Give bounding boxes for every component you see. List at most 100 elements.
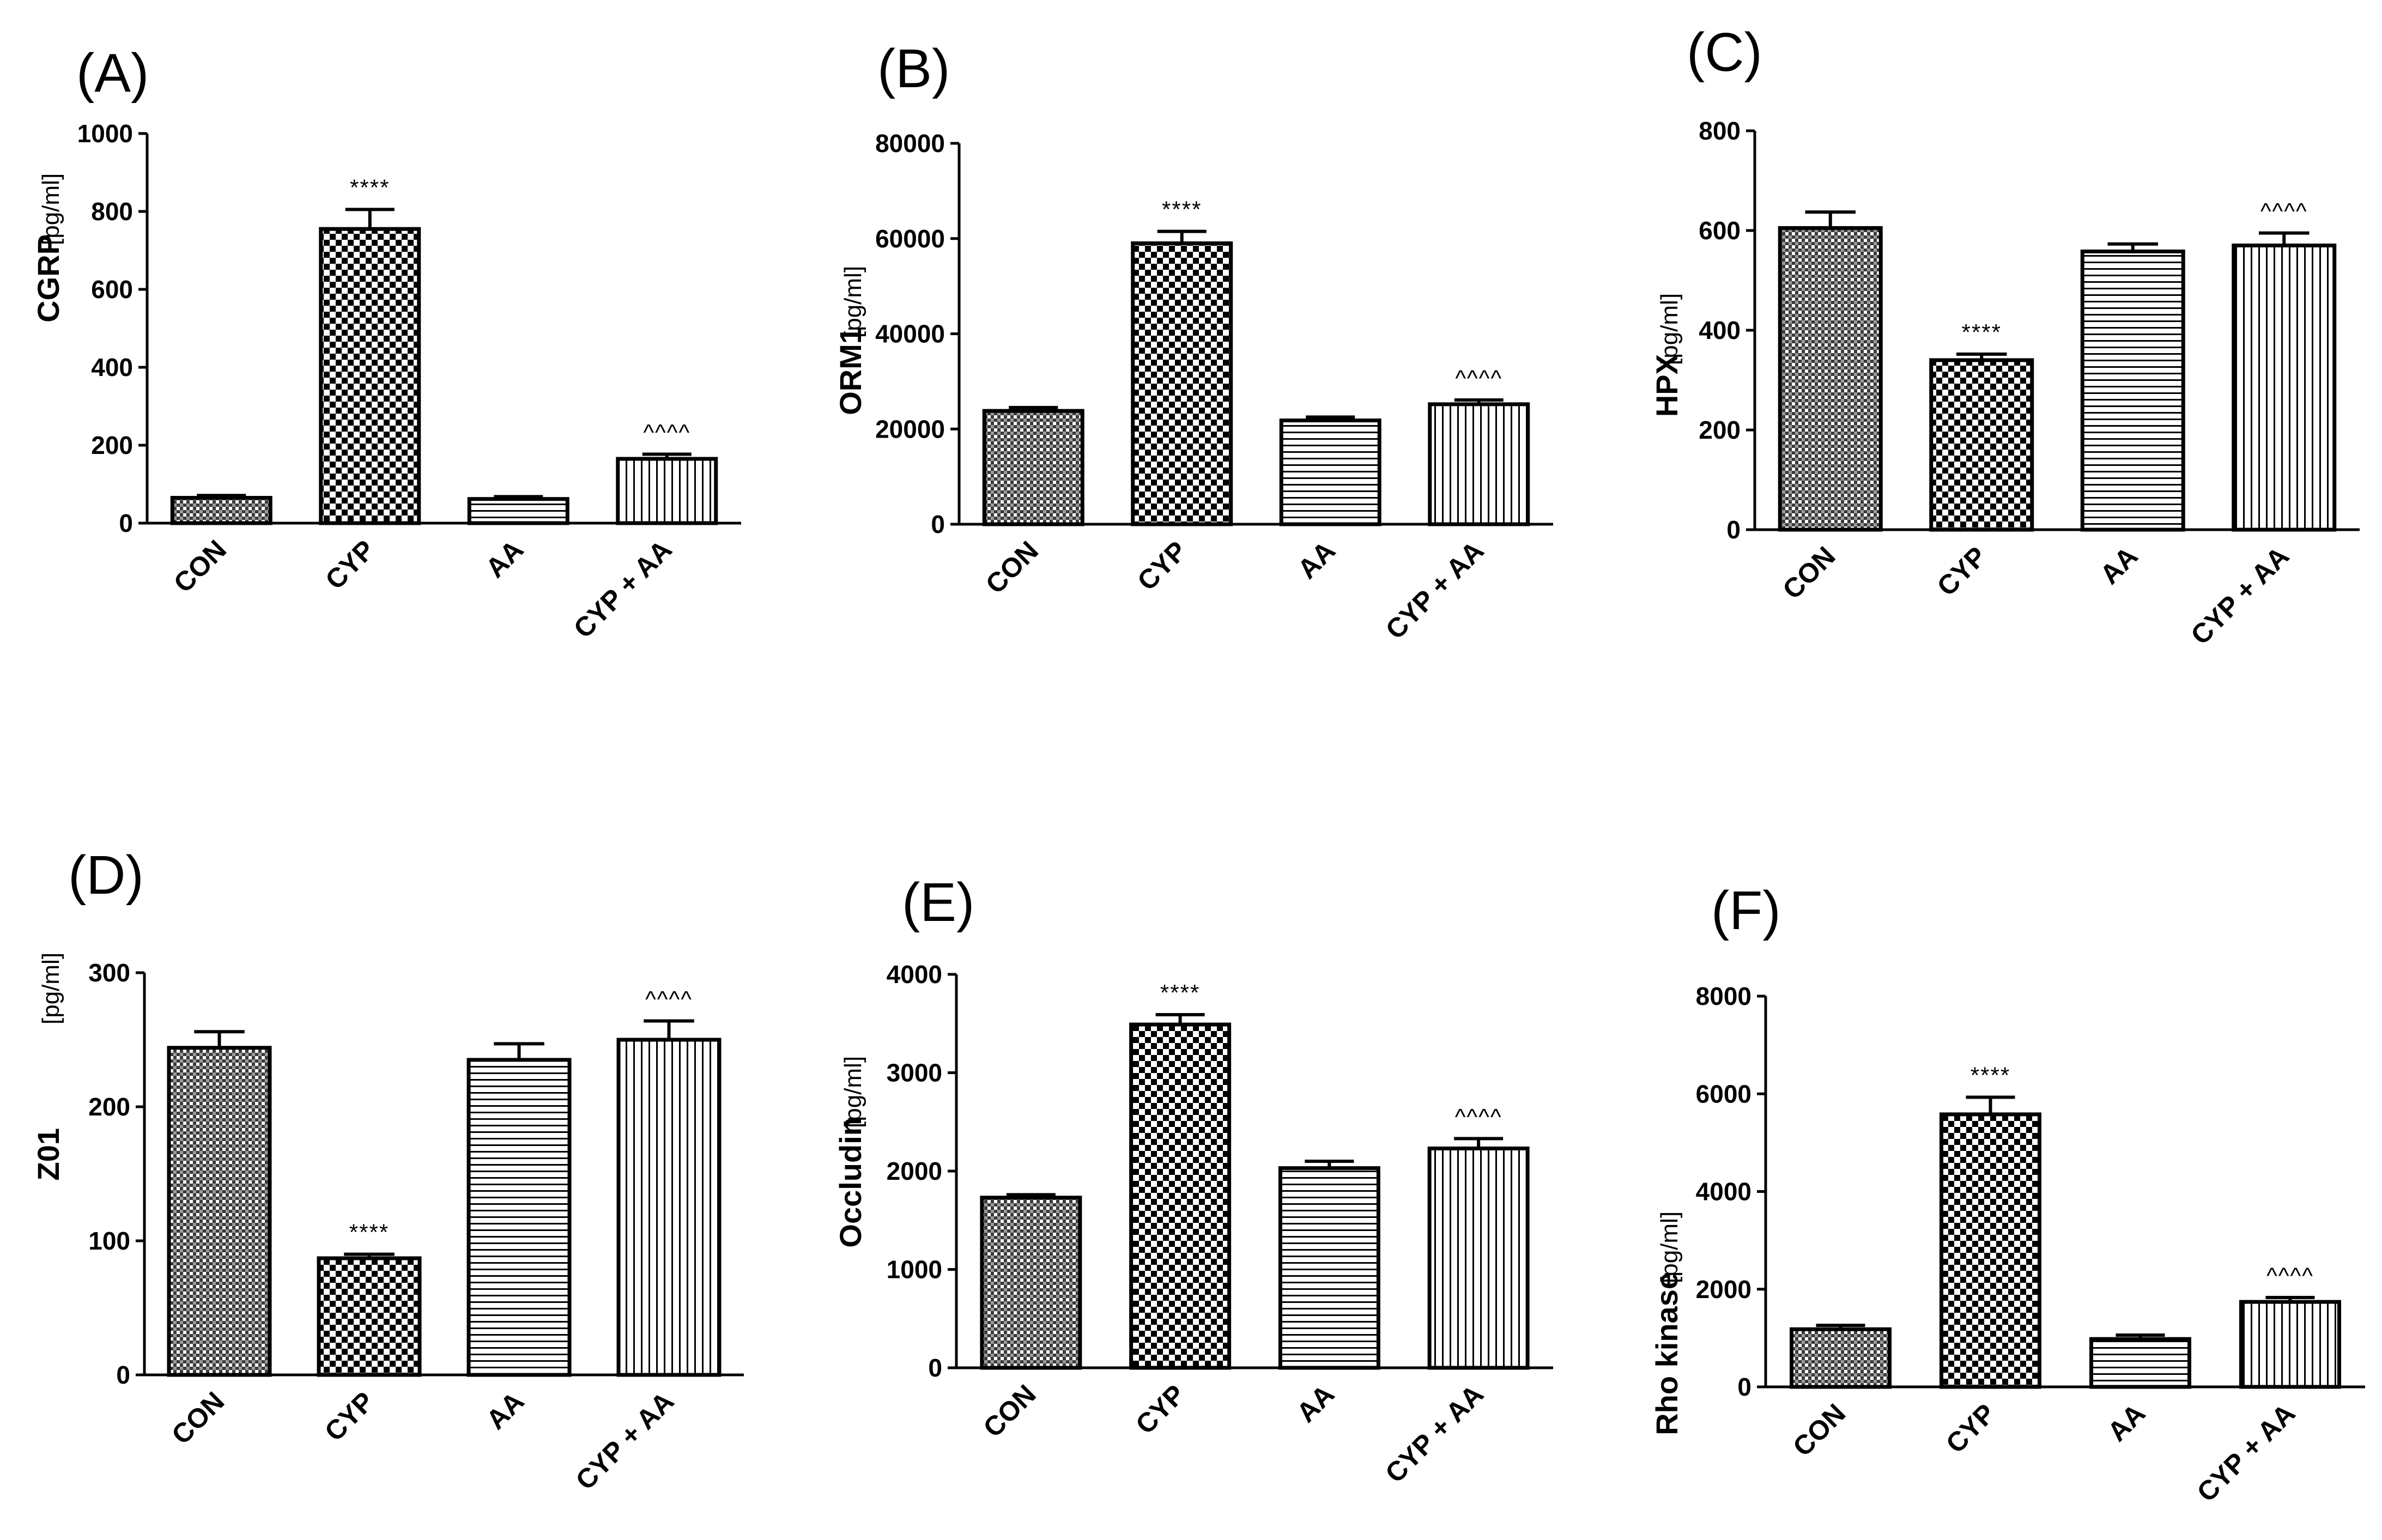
y-tick-label: 100 — [88, 1227, 130, 1255]
y-tick-label: 0 — [1726, 516, 1741, 544]
category-label-cyp-aa: CYP + AA — [570, 1386, 680, 1496]
category-label-cyp: CYP — [1931, 541, 1992, 602]
category-label-cyp: CYP — [1130, 1379, 1191, 1440]
panel-label-e: (E) — [902, 872, 974, 933]
y-tick-label: 2000 — [1696, 1275, 1751, 1303]
y-tick-label: 1000 — [77, 119, 133, 148]
bar-cyp — [317, 1256, 422, 1377]
bar-cyp — [1939, 1112, 2041, 1389]
y-tick-label: 200 — [88, 1093, 130, 1121]
panel-label-a: (A) — [76, 43, 149, 104]
category-label-cyp-aa: CYP + AA — [568, 534, 678, 644]
category-label-con: CON — [980, 535, 1044, 599]
significance-label-cyp-aa: ^^^^ — [1455, 1104, 1502, 1129]
y-axis-unit-a: [pg/ml] — [38, 173, 64, 245]
bar-con — [170, 496, 272, 525]
category-label-con: CON — [1787, 1398, 1851, 1462]
y-tick-label: 4000 — [887, 960, 942, 989]
category-label-con: CON — [166, 1386, 230, 1450]
category-label-aa: AA — [480, 534, 529, 584]
panel-e: (E) Occludin [pg/ml] 0 1000 2000 3000 4000 CO… — [833, 872, 1553, 1489]
y-tick-label: 600 — [1699, 216, 1741, 245]
significance-label-cyp: **** — [1162, 197, 1202, 222]
panel-label-c: (C) — [1687, 22, 1762, 83]
category-label-cyp: CYP — [319, 534, 380, 595]
significance-label-cyp-aa: ^^^^ — [2260, 198, 2308, 224]
y-axis-unit-f: [pg/ml] — [1656, 1211, 1683, 1283]
bar-aa — [466, 1058, 572, 1377]
y-tick-label: 0 — [1737, 1373, 1751, 1401]
category-label-aa: AA — [481, 1386, 530, 1435]
y-tick-label: 0 — [119, 509, 133, 537]
panel-a: (A) CGRP [pg/ml] 0 200 400 600 800 1000 CON ***… — [31, 43, 741, 644]
y-tick-label: 0 — [116, 1361, 130, 1389]
significance-label-cyp: **** — [1160, 980, 1200, 1005]
bar-con — [1790, 1327, 1892, 1389]
category-label-con: CON — [977, 1379, 1041, 1443]
bar-cyp — [1131, 241, 1233, 526]
significance-label-cyp: **** — [350, 174, 390, 200]
category-label-aa: AA — [2094, 541, 2144, 590]
category-label-con: CON — [168, 534, 232, 598]
bar-aa — [2089, 1337, 2191, 1389]
y-tick-label: 8000 — [1696, 982, 1751, 1010]
category-label-cyp: CYP — [319, 1386, 380, 1447]
category-label-aa: AA — [1292, 535, 1341, 585]
significance-label-cyp-aa: ^^^^ — [2266, 1263, 2314, 1288]
category-label-cyp-aa: CYP + AA — [1380, 535, 1490, 645]
panel-label-b: (B) — [877, 38, 950, 99]
y-tick-label: 0 — [928, 1354, 942, 1382]
y-axis-label-e: Occludin — [833, 1117, 868, 1248]
category-label-cyp: CYP — [1940, 1398, 2001, 1459]
y-axis-unit-b: [pg/ml] — [840, 266, 866, 338]
significance-label-cyp: **** — [1962, 319, 2002, 345]
bar-cyp — [1929, 358, 2034, 532]
y-tick-label: 4000 — [1696, 1178, 1751, 1206]
y-axis-label-b: ORM1 — [833, 327, 868, 415]
bar-con — [980, 1196, 1082, 1370]
category-label-cyp-aa: CYP + AA — [2191, 1398, 2301, 1508]
y-tick-label: 60000 — [875, 225, 945, 253]
y-tick-label: 3000 — [887, 1059, 942, 1087]
y-tick-label: 200 — [1699, 416, 1741, 444]
panel-d: (D) Z01 [pg/ml] 0 100 200 300 CON **** CYP AA ^^… — [31, 845, 744, 1496]
y-tick-label: 0 — [931, 510, 945, 538]
y-tick-label: 1000 — [887, 1256, 942, 1284]
bar-con — [167, 1046, 272, 1377]
category-label-cyp: CYP — [1131, 535, 1192, 596]
bar-aa — [1278, 1166, 1380, 1370]
panel-label-f: (F) — [1711, 880, 1781, 941]
category-label-con: CON — [1777, 541, 1841, 605]
bar-cyp-aa — [1428, 402, 1530, 526]
bar-aa — [1279, 419, 1381, 526]
y-tick-label: 200 — [91, 431, 133, 459]
panel-f: (F) Rho kinase [pg/ml] 0 2000 4000 6000 8000… — [1650, 880, 2365, 1508]
y-axis-label-a: CGRP — [31, 234, 65, 323]
bar-cyp-aa — [1427, 1146, 1530, 1370]
bar-con — [982, 409, 1084, 526]
y-tick-label: 800 — [91, 197, 133, 226]
bar-cyp-aa — [2239, 1300, 2341, 1389]
bar-cyp-aa — [2232, 243, 2337, 532]
y-tick-label: 400 — [91, 353, 133, 381]
y-axis-unit-e: [pg/ml] — [840, 1056, 866, 1128]
y-axis-label-c: HPX — [1650, 354, 1684, 417]
y-tick-label: 300 — [88, 959, 130, 987]
bar-cyp-aa — [616, 457, 718, 525]
category-label-cyp-aa: CYP + AA — [1379, 1379, 1489, 1489]
bar-aa — [2080, 249, 2185, 532]
y-tick-label: 800 — [1699, 117, 1741, 145]
bar-con — [1778, 226, 1883, 532]
y-tick-label: 80000 — [875, 129, 945, 157]
category-label-cyp-aa: CYP + AA — [2185, 541, 2295, 651]
category-label-aa: AA — [2102, 1398, 2151, 1447]
y-tick-label: 6000 — [1696, 1080, 1751, 1108]
significance-label-cyp: **** — [1971, 1063, 2010, 1088]
y-tick-label: 2000 — [887, 1157, 942, 1185]
y-tick-label: 400 — [1699, 316, 1741, 344]
y-tick-label: 600 — [91, 275, 133, 304]
y-axis-label-d: Z01 — [31, 1128, 65, 1181]
y-axis-label-f: Rho kinase — [1650, 1272, 1684, 1435]
bar-cyp — [1129, 1022, 1232, 1370]
